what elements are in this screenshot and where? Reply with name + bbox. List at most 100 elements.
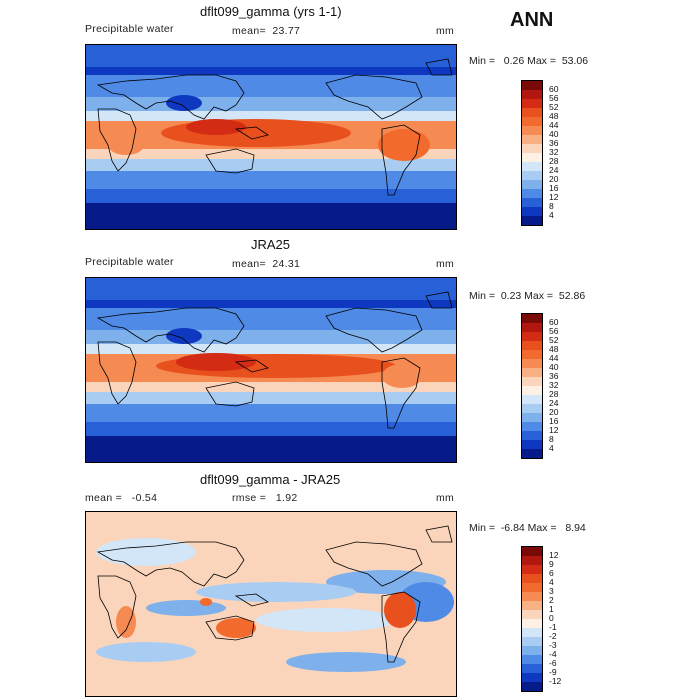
panel1-cbar-swatch — [522, 90, 542, 99]
panel2-max-value: 52.86 — [558, 290, 586, 302]
panel1-colorbar — [521, 80, 543, 226]
panel2-cbar-swatch — [522, 359, 542, 368]
panel3-cbar-swatch — [522, 682, 542, 691]
panel3-map-svg — [86, 512, 456, 696]
panel1-cbar-swatch — [522, 117, 542, 126]
panel1-cbar-swatch — [522, 162, 542, 171]
panel2-band-ssub — [86, 392, 456, 406]
panel3-max-label: Max = — [527, 522, 557, 534]
panel1-cbar-swatch — [522, 180, 542, 189]
panel1-max-value: 53.06 — [561, 55, 589, 67]
panel2-cbar-swatch — [522, 404, 542, 413]
panel3-tick: 9 — [549, 559, 554, 569]
panel3-africa-anomaly — [116, 606, 136, 638]
panel3-minmax: Min = -6.84 Max = 8.94 — [469, 522, 586, 534]
panel3-cbar-swatch — [522, 583, 542, 592]
panel2-colorbar — [521, 313, 543, 459]
panel1-band-arctic — [86, 45, 456, 67]
panel1-min-value: 0.26 — [503, 55, 525, 67]
panel1-tick: 48 — [549, 111, 559, 121]
panel3-blob — [256, 608, 396, 632]
panel3-colorbar — [521, 546, 543, 692]
panel2-band-antarctic — [86, 436, 456, 462]
panel3-blob — [96, 642, 196, 662]
panel1-units: mm — [436, 25, 455, 37]
panel2-cbar-swatch — [522, 314, 542, 323]
panel1-cbar-swatch — [522, 81, 542, 90]
panel3-tick: 1 — [549, 604, 554, 614]
panel3-cbar-swatch — [522, 574, 542, 583]
panel3-coastlines — [96, 525, 453, 663]
panel1-cbar-swatch — [522, 216, 542, 225]
panel3-blob — [96, 538, 196, 566]
panel3-tick: 4 — [549, 577, 554, 587]
panel1-tick: 44 — [549, 120, 559, 130]
panel1-mean-value: 23.77 — [272, 25, 301, 37]
panel3-cbar-swatch — [522, 673, 542, 682]
panel3-min-value: -6.84 — [500, 522, 525, 534]
panel3-amazon-anomaly — [384, 592, 416, 628]
panel3-cbar-swatch — [522, 601, 542, 610]
panel3-tick: -1 — [549, 622, 557, 632]
panel3-tick: -9 — [549, 667, 557, 677]
panel1-warm-pool — [161, 119, 351, 147]
panel2-tick: 44 — [549, 353, 559, 363]
panel2-cbar-swatch — [522, 395, 542, 404]
panel1-cbar-swatch — [522, 198, 542, 207]
panel1-cbar-swatch — [522, 144, 542, 153]
panel3-cbar-swatch — [522, 547, 542, 556]
panel2-tick: 28 — [549, 389, 559, 399]
panel3-mean-key: mean = — [85, 492, 123, 504]
panel2-cbar-swatch — [522, 332, 542, 341]
panel2-tibet — [166, 328, 202, 344]
panel1-amazon — [378, 129, 430, 161]
panel1-tibet — [166, 95, 202, 111]
panel2-tick: 40 — [549, 362, 559, 372]
panel1-mean-label: mean= 23.77 — [232, 25, 300, 37]
panel3-blob — [286, 652, 406, 672]
panel2-cbar-swatch — [522, 377, 542, 386]
panel1-map — [85, 44, 457, 230]
panel2-min-value: 0.23 — [500, 290, 522, 302]
panel1-title: dflt099_gamma (yrs 1-1) — [200, 4, 342, 19]
panel2-tick: 48 — [549, 344, 559, 354]
panel2-band-arctic — [86, 278, 456, 300]
panel3-cbar-swatch — [522, 565, 542, 574]
panel1-tick: 4 — [549, 210, 554, 220]
panel2-tick: 12 — [549, 425, 559, 435]
panel2-band-shigh — [86, 422, 456, 438]
panel3-tick: -12 — [549, 676, 562, 686]
panel2-mean-value: 24.31 — [272, 258, 301, 270]
panel3-tick: 2 — [549, 595, 554, 605]
panel2-cbar-swatch — [522, 449, 542, 458]
panel3-tick: -3 — [549, 640, 557, 650]
panel1-tick: 16 — [549, 183, 559, 193]
panel3-cbar-swatch — [522, 592, 542, 601]
panel1-cbar-swatch — [522, 135, 542, 144]
panel3-cbar-swatch — [522, 646, 542, 655]
panel2-cbar-swatch — [522, 386, 542, 395]
panel2-tick: 24 — [549, 398, 559, 408]
panel1-tick: 40 — [549, 129, 559, 139]
panel1-cbar-swatch — [522, 153, 542, 162]
panel2-mean-key: mean= — [232, 258, 266, 270]
panel3-rmse-key: rmse = — [232, 492, 267, 504]
panel2-mean-label: mean= 24.31 — [232, 258, 300, 270]
panel2-cbar-swatch — [522, 422, 542, 431]
panel3-mean-label: mean = -0.54 — [85, 492, 157, 504]
panel3-max-value: 8.94 — [565, 522, 586, 534]
panel1-cbar-swatch — [522, 108, 542, 117]
panel3-tick: 3 — [549, 586, 554, 596]
panel3-tick: 0 — [549, 613, 554, 623]
panel2-title: JRA25 — [251, 237, 291, 252]
panel2-min-label: Min = — [469, 290, 495, 302]
panel2-cbar-swatch — [522, 368, 542, 377]
panel1-variable-label: Precipitable water — [85, 23, 174, 35]
panel1-min-label: Min = — [469, 55, 495, 67]
panel2-cbar-swatch — [522, 341, 542, 350]
panel3-blob — [146, 600, 226, 616]
panel2-band-smid — [86, 404, 456, 422]
panel1-band-antarctic — [86, 203, 456, 229]
panel2-amazon — [382, 364, 422, 388]
panel1-cbar-swatch — [522, 189, 542, 198]
